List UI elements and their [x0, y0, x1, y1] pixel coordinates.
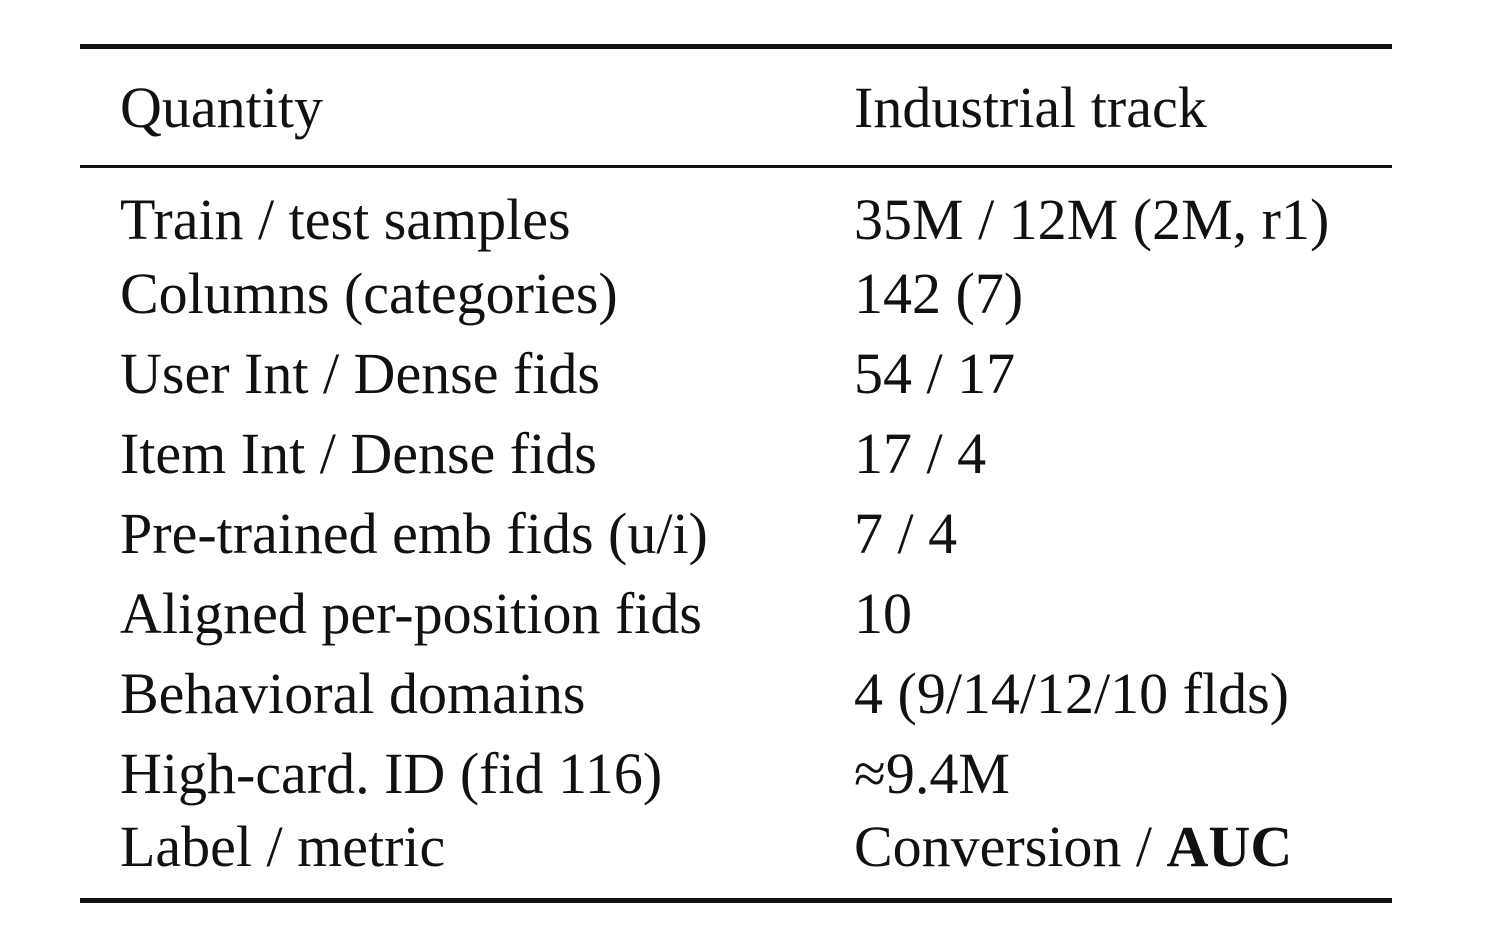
row-quantity: Label / metric: [120, 814, 446, 879]
row-value-bold: AUC: [1166, 814, 1293, 879]
row-value: ≈9.4M: [854, 740, 1010, 806]
row-value: 10: [854, 580, 912, 646]
row-quantity: Columns (categories): [120, 260, 618, 326]
header-quantity: Quantity: [120, 74, 323, 140]
row-quantity: User Int / Dense fids: [120, 340, 601, 406]
row-quantity: Aligned per-position fids: [120, 580, 702, 646]
row-quantity: High-card. ID (fid 116): [120, 740, 663, 806]
table-row: Behavioral domains 4 (9/14/12/10 flds): [80, 653, 1392, 733]
header-rule: [80, 165, 1392, 168]
header-industrial-track: Industrial track: [854, 74, 1207, 140]
table-row: Aligned per-position fids 10: [80, 573, 1392, 653]
row-quantity: Behavioral domains: [120, 660, 586, 726]
top-rule: [80, 44, 1392, 49]
table-row: High-card. ID (fid 116) ≈9.4M: [80, 733, 1392, 813]
bottom-rule: [80, 898, 1392, 903]
table-row: User Int / Dense fids 54 / 17: [80, 333, 1392, 413]
table-row: Train / test samples 35M / 12M (2M, r1): [80, 168, 1392, 253]
header-row: Quantity Industrial track: [80, 49, 1392, 165]
row-value: 7 / 4: [854, 500, 958, 566]
data-table: Quantity Industrial track Train / test s…: [80, 44, 1392, 903]
row-value-prefix: Conversion /: [854, 814, 1167, 879]
row-value: Conversion / AUC: [854, 813, 1392, 898]
row-quantity: Train / test samples: [120, 187, 571, 252]
row-value: 54 / 17: [854, 340, 1016, 406]
table-row: Columns (categories) 142 (7): [80, 253, 1392, 333]
row-value: 35M / 12M (2M, r1): [854, 187, 1330, 252]
table-row: Item Int / Dense fids 17 / 4: [80, 413, 1392, 493]
table-rows: Train / test samples 35M / 12M (2M, r1) …: [80, 168, 1392, 898]
row-value: 4 (9/14/12/10 flds): [854, 660, 1289, 726]
row-value: 142 (7): [854, 260, 1024, 326]
row-quantity: Pre-trained emb fids (u/i): [120, 500, 708, 566]
table-row: Label / metric Conversion / AUC: [80, 813, 1392, 898]
table-body: Quantity Industrial track: [80, 49, 1392, 165]
table-row: Pre-trained emb fids (u/i) 7 / 4: [80, 493, 1392, 573]
row-quantity: Item Int / Dense fids: [120, 420, 597, 486]
row-value: 17 / 4: [854, 420, 987, 486]
